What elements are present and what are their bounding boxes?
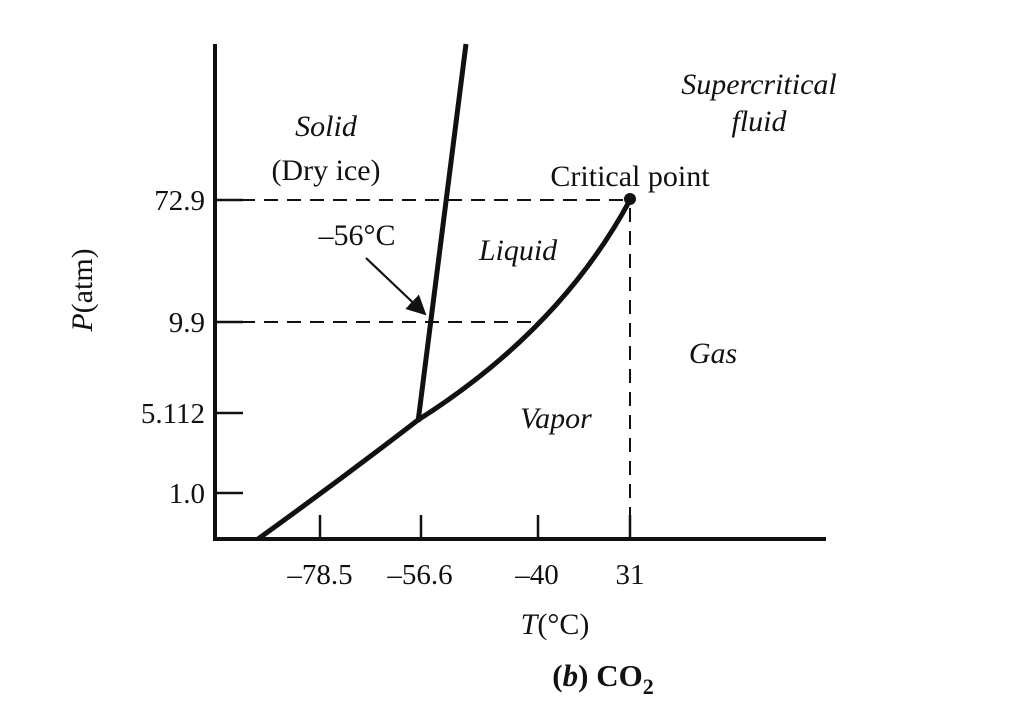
x-tick-label-40: –40 <box>514 559 559 591</box>
region-label-solid: Solid <box>295 110 358 143</box>
caption-formula: CO <box>596 658 643 693</box>
critical-point-label: Critical point <box>550 160 710 193</box>
caption-letter: b <box>563 658 579 693</box>
x-axis-label-symbol: T <box>521 608 540 641</box>
x-axis-label-unit: (°C) <box>537 608 589 641</box>
y-axis-label-symbol: P <box>66 313 99 332</box>
region-label-fluid: fluid <box>731 105 787 138</box>
x-tick-label-78.5: –78.5 <box>286 559 352 591</box>
y-axis-label: P(atm) <box>66 248 99 332</box>
y-tick-label-9.9: 9.9 <box>169 307 205 339</box>
y-tick-label-5.112: 5.112 <box>141 398 205 430</box>
melting-temp-arrow <box>365 257 427 316</box>
x-tick-label-56.6: –56.6 <box>386 559 452 591</box>
y-axis-label-unit: (atm) <box>66 248 99 313</box>
caption-formula-subscript: 2 <box>643 674 654 699</box>
caption-close-paren: ) <box>578 658 596 693</box>
y-tick-label-1.0: 1.0 <box>169 478 205 510</box>
sublimation-vaporization-curve <box>256 198 633 542</box>
figure-caption: (b) CO2 <box>552 658 653 699</box>
critical-point-dot <box>624 193 636 205</box>
region-label-liquid: Liquid <box>478 234 558 267</box>
region-label-gas: Gas <box>689 337 737 370</box>
caption-open-paren: ( <box>552 658 562 693</box>
y-tick-label-72.9: 72.9 <box>154 185 205 217</box>
melting-curve <box>415 43 469 423</box>
melting-temp-label: –56°C <box>317 219 395 252</box>
x-axis-label: T(°C) <box>521 608 590 641</box>
x-tick-label-31: 31 <box>616 559 645 591</box>
region-label-supercritical: Supercritical <box>681 68 837 101</box>
region-label-dry-ice: (Dry ice) <box>271 154 380 187</box>
region-label-vapor: Vapor <box>520 402 592 435</box>
